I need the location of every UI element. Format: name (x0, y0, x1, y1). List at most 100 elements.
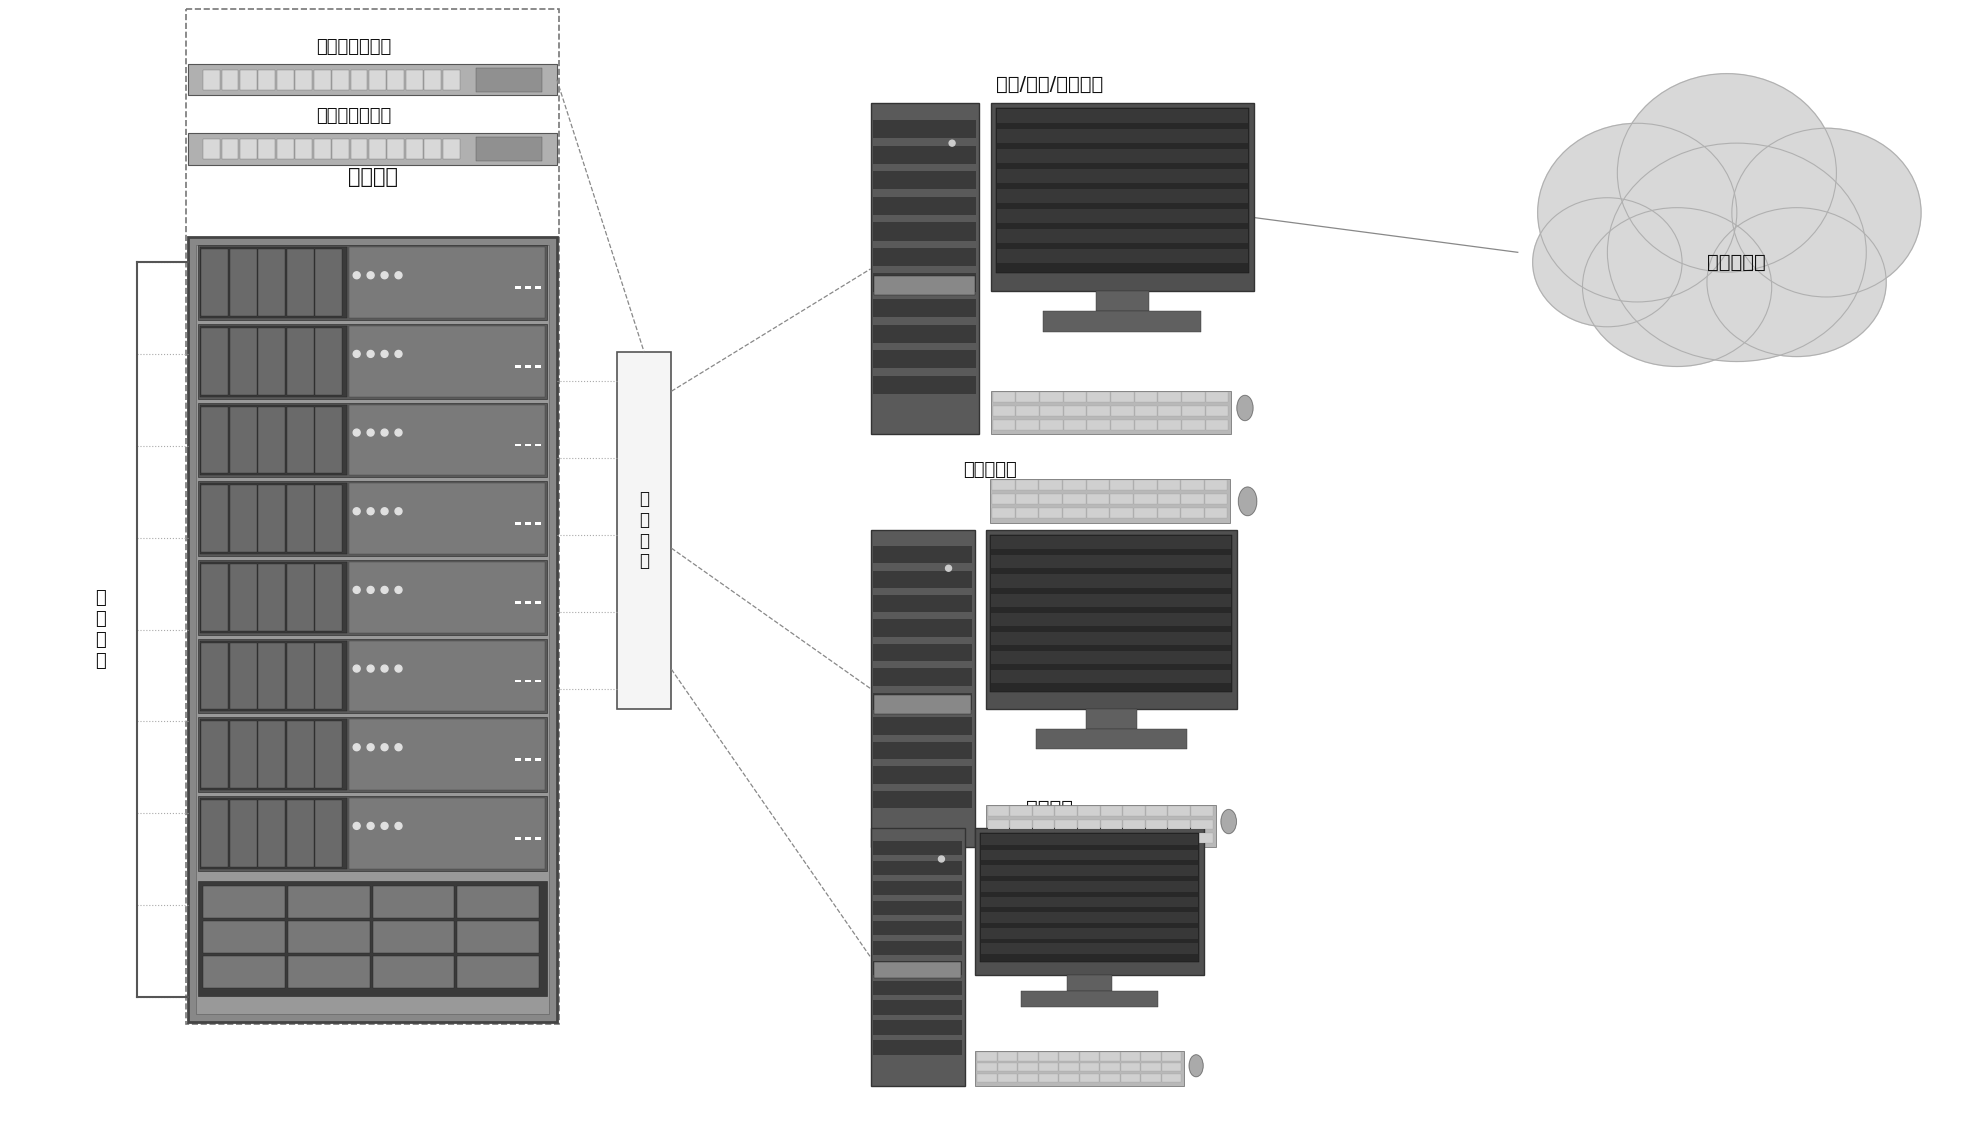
FancyBboxPatch shape (198, 246, 546, 320)
FancyBboxPatch shape (198, 482, 546, 556)
FancyBboxPatch shape (991, 104, 1254, 291)
FancyBboxPatch shape (259, 800, 285, 866)
FancyBboxPatch shape (524, 522, 530, 525)
Ellipse shape (1189, 1055, 1203, 1077)
FancyBboxPatch shape (1044, 311, 1201, 332)
FancyBboxPatch shape (524, 837, 530, 839)
FancyBboxPatch shape (1062, 494, 1086, 504)
FancyBboxPatch shape (1064, 406, 1086, 416)
FancyBboxPatch shape (405, 139, 423, 159)
FancyBboxPatch shape (239, 139, 257, 159)
FancyBboxPatch shape (1017, 393, 1038, 403)
FancyBboxPatch shape (350, 70, 368, 89)
Circle shape (396, 508, 402, 514)
Ellipse shape (1618, 73, 1836, 272)
FancyBboxPatch shape (315, 328, 342, 395)
FancyBboxPatch shape (997, 1052, 1017, 1060)
FancyBboxPatch shape (1038, 1064, 1058, 1072)
FancyBboxPatch shape (979, 832, 1199, 962)
FancyBboxPatch shape (997, 1074, 1017, 1083)
FancyBboxPatch shape (1145, 820, 1167, 829)
FancyBboxPatch shape (874, 120, 977, 139)
FancyBboxPatch shape (405, 70, 423, 89)
FancyBboxPatch shape (1056, 832, 1076, 843)
FancyBboxPatch shape (457, 955, 538, 988)
FancyBboxPatch shape (443, 139, 459, 159)
Circle shape (368, 508, 374, 514)
Ellipse shape (1707, 208, 1887, 356)
Ellipse shape (1733, 129, 1921, 297)
FancyBboxPatch shape (524, 601, 530, 603)
FancyBboxPatch shape (1205, 481, 1228, 491)
Text: 计算网络交换机: 计算网络交换机 (316, 37, 392, 55)
FancyBboxPatch shape (1183, 393, 1205, 403)
FancyBboxPatch shape (975, 1051, 1185, 1086)
FancyBboxPatch shape (315, 70, 330, 89)
FancyBboxPatch shape (188, 63, 558, 96)
FancyBboxPatch shape (229, 485, 257, 552)
FancyBboxPatch shape (1141, 1064, 1161, 1072)
FancyBboxPatch shape (204, 955, 285, 988)
FancyBboxPatch shape (991, 391, 1230, 434)
FancyBboxPatch shape (423, 70, 441, 89)
FancyBboxPatch shape (350, 139, 368, 159)
FancyBboxPatch shape (229, 407, 257, 474)
FancyBboxPatch shape (188, 133, 558, 165)
FancyBboxPatch shape (1112, 420, 1133, 430)
Ellipse shape (1582, 208, 1772, 367)
FancyBboxPatch shape (1135, 393, 1157, 403)
FancyBboxPatch shape (1110, 481, 1133, 491)
FancyBboxPatch shape (997, 169, 1248, 183)
FancyBboxPatch shape (1183, 420, 1205, 430)
FancyBboxPatch shape (874, 196, 977, 215)
FancyBboxPatch shape (348, 484, 544, 554)
FancyBboxPatch shape (1133, 481, 1157, 491)
FancyBboxPatch shape (874, 571, 971, 588)
FancyBboxPatch shape (874, 1021, 961, 1034)
FancyBboxPatch shape (1100, 832, 1122, 843)
FancyBboxPatch shape (981, 865, 1199, 876)
FancyBboxPatch shape (1161, 1052, 1181, 1060)
FancyBboxPatch shape (1205, 420, 1228, 430)
FancyBboxPatch shape (997, 210, 1248, 223)
FancyBboxPatch shape (388, 139, 404, 159)
FancyBboxPatch shape (1088, 420, 1110, 430)
FancyBboxPatch shape (315, 485, 342, 552)
FancyBboxPatch shape (1080, 1074, 1100, 1083)
Text: 管
理
网
络: 管 理 网 络 (639, 490, 649, 571)
FancyBboxPatch shape (1056, 820, 1076, 829)
FancyBboxPatch shape (993, 420, 1015, 430)
FancyBboxPatch shape (874, 222, 977, 240)
FancyBboxPatch shape (348, 562, 544, 633)
FancyBboxPatch shape (198, 403, 546, 477)
FancyBboxPatch shape (997, 229, 1248, 243)
FancyBboxPatch shape (874, 669, 971, 686)
Circle shape (368, 272, 374, 279)
FancyBboxPatch shape (202, 407, 227, 474)
FancyBboxPatch shape (1157, 481, 1181, 491)
FancyBboxPatch shape (1157, 508, 1181, 518)
Circle shape (354, 429, 360, 437)
FancyBboxPatch shape (222, 70, 239, 89)
FancyBboxPatch shape (874, 546, 971, 564)
FancyBboxPatch shape (229, 564, 257, 631)
FancyBboxPatch shape (534, 758, 540, 761)
FancyBboxPatch shape (514, 758, 520, 761)
FancyBboxPatch shape (997, 130, 1248, 143)
FancyBboxPatch shape (617, 352, 671, 708)
FancyBboxPatch shape (1122, 1064, 1139, 1072)
Text: 显示终端: 显示终端 (1027, 799, 1074, 818)
FancyBboxPatch shape (1015, 508, 1038, 518)
Circle shape (382, 587, 388, 593)
FancyBboxPatch shape (524, 365, 530, 368)
FancyBboxPatch shape (348, 797, 544, 869)
FancyBboxPatch shape (348, 326, 544, 397)
FancyBboxPatch shape (259, 70, 275, 89)
FancyBboxPatch shape (874, 695, 971, 714)
FancyBboxPatch shape (524, 287, 530, 289)
FancyBboxPatch shape (981, 943, 1199, 954)
FancyBboxPatch shape (991, 536, 1232, 549)
FancyBboxPatch shape (198, 881, 546, 996)
FancyBboxPatch shape (295, 139, 313, 159)
FancyBboxPatch shape (315, 139, 330, 159)
